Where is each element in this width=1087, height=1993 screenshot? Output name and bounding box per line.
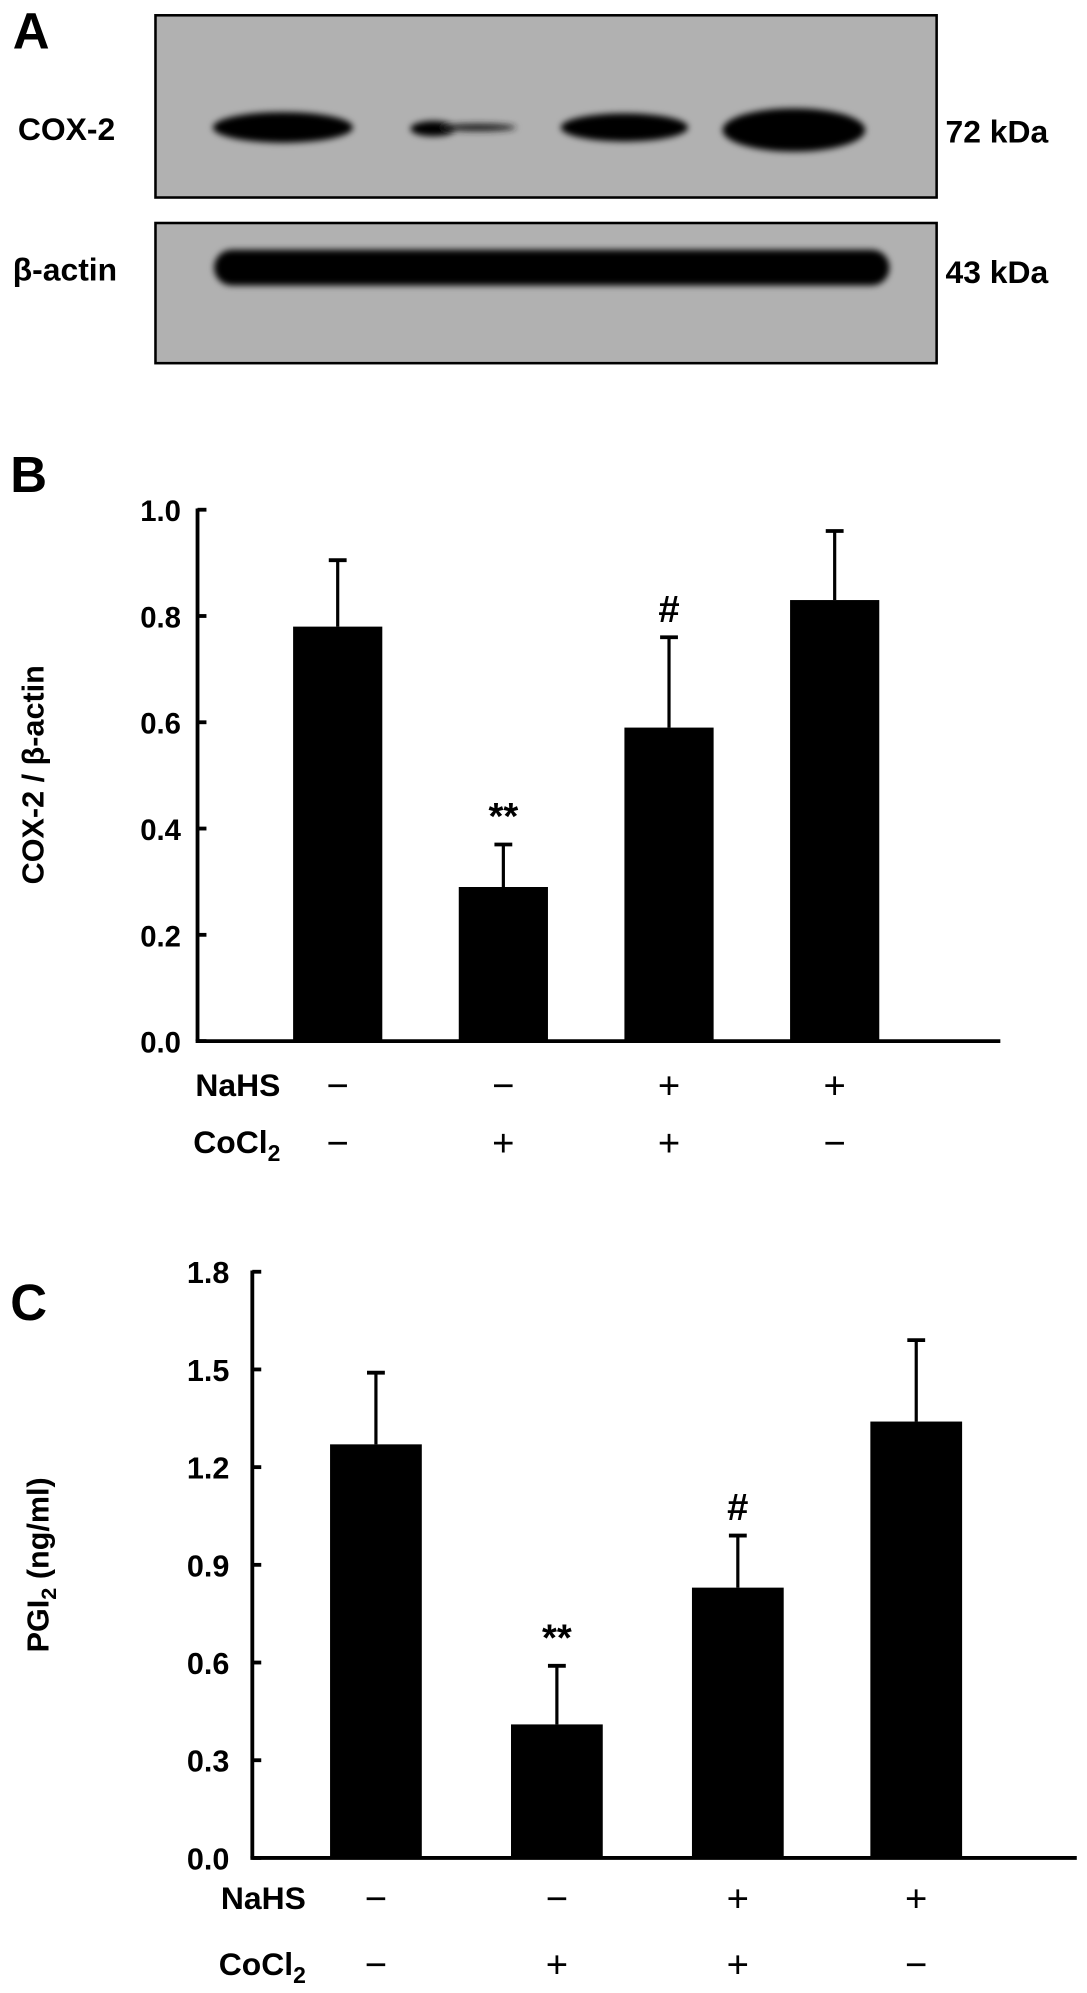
band (410, 121, 457, 137)
blot-size: 72 kDa (946, 114, 1049, 150)
significance-marker: # (727, 1486, 748, 1529)
nahs-sign: − (546, 1877, 568, 1920)
y-tick-label: 0.6 (187, 1647, 230, 1681)
cocl2-label: CoCl2 (193, 1124, 280, 1166)
cocl2-label-subscript: 2 (268, 1140, 281, 1166)
bar (511, 1724, 603, 1858)
nahs-sign: + (824, 1064, 846, 1107)
band (212, 112, 353, 143)
y-tick-label: 0.9 (187, 1549, 230, 1583)
significance-marker: # (658, 588, 679, 631)
nahs-sign: + (727, 1877, 749, 1920)
blot-label: β-actin (13, 251, 117, 287)
cocl2-sign: + (492, 1122, 514, 1165)
nahs-sign: − (492, 1064, 514, 1107)
cocl2-label: CoCl2 (219, 1946, 306, 1988)
y-tick-label: 1.5 (187, 1354, 230, 1388)
y-tick-label: 0.4 (140, 814, 181, 847)
cocl2-sign: + (658, 1122, 680, 1165)
y-tick-label: 1.2 (187, 1452, 230, 1486)
y-tick-label: 0.2 (140, 920, 181, 953)
panel-letter-a: A (13, 2, 50, 59)
y-tick-label: 0.3 (187, 1745, 230, 1779)
bar (790, 600, 880, 1042)
y-axis-label-unit: (ng/ml) (21, 1477, 55, 1587)
cocl2-sign: − (824, 1122, 846, 1165)
panel-letter-c: C (10, 1274, 47, 1331)
bar (624, 727, 714, 1042)
band (722, 108, 866, 152)
cocl2-label-text: CoCl (219, 1946, 293, 1982)
y-tick-label: 0.0 (140, 1027, 181, 1060)
blot-label: COX-2 (18, 111, 115, 147)
y-tick-label: 0.8 (140, 601, 181, 634)
bar (293, 626, 383, 1042)
y-axis-label: COX-2 / β-actin (16, 665, 50, 884)
cocl2-label-text: CoCl (193, 1124, 267, 1160)
cocl2-sign: − (905, 1944, 927, 1987)
blot-size: 43 kDa (946, 254, 1049, 290)
blot-membrane (154, 221, 938, 365)
nahs-label: NaHS (195, 1067, 280, 1103)
nahs-sign: − (365, 1877, 387, 1920)
y-axis-label-text: PGI (21, 1600, 55, 1653)
y-axis-label: PGI2 (ng/ml) (21, 1477, 61, 1652)
y-axis-label-subscript: 2 (36, 1588, 61, 1600)
band (560, 113, 689, 142)
blot-cox2: COX-2 72 kDa (18, 14, 1049, 199)
panel-a: A COX-2 72 kDa β-actin 43 kDa (13, 2, 1049, 365)
y-tick-label: 1.8 (187, 1256, 230, 1290)
nahs-sign: − (327, 1064, 349, 1107)
bar (691, 1587, 784, 1858)
significance-marker: ** (488, 795, 518, 838)
band (214, 249, 890, 286)
nahs-label: NaHS (221, 1880, 306, 1916)
y-tick-label: 0.6 (140, 708, 181, 741)
y-tick-label: 1.0 (140, 495, 181, 528)
panel-b-chart: B 0.0 0.2 0.4 0.6 0.8 1.0 COX-2 / β-actin − − ** −… (10, 446, 1001, 1166)
y-axis-label-text: COX-2 / β-actin (16, 665, 50, 884)
cocl2-sign: + (727, 1944, 749, 1987)
cocl2-sign: + (546, 1944, 568, 1987)
blot-membrane (154, 14, 938, 199)
cocl2-sign: − (365, 1944, 387, 1987)
bar (330, 1444, 422, 1858)
blot-beta-actin: β-actin 43 kDa (13, 221, 1049, 365)
y-tick-label: 0.0 (187, 1842, 230, 1876)
nahs-sign: + (905, 1877, 927, 1920)
bar (870, 1421, 963, 1858)
panel-letter-b: B (10, 446, 47, 503)
bar (458, 886, 548, 1042)
significance-marker: ** (542, 1616, 572, 1659)
band (439, 123, 517, 132)
cocl2-label-subscript: 2 (293, 1962, 306, 1988)
nahs-sign: + (658, 1064, 680, 1107)
cocl2-sign: − (327, 1122, 349, 1165)
